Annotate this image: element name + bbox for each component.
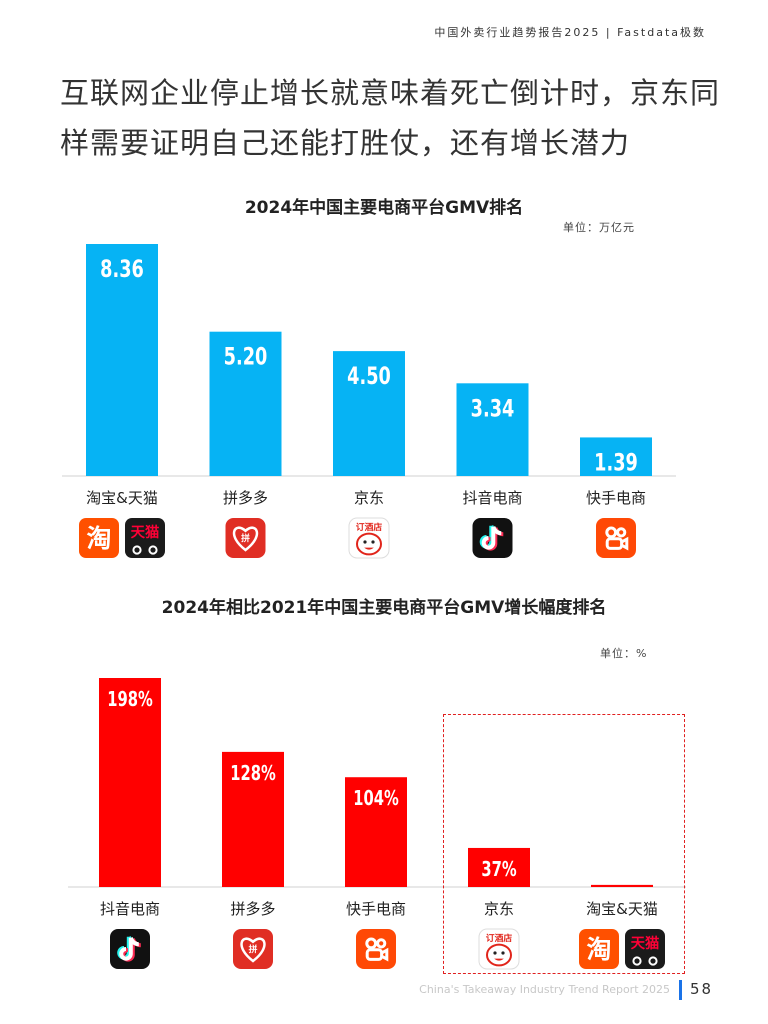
- category-label: 快手电商: [586, 489, 646, 507]
- category-label: 拼多多: [230, 900, 275, 918]
- pinduoduo-logo: 拼: [225, 518, 266, 558]
- bar-value-label: 198%: [107, 689, 153, 712]
- bar-value-label: 104%: [353, 788, 399, 811]
- bar: [99, 678, 161, 887]
- category-label: 拼多多: [223, 489, 268, 507]
- bar: [333, 351, 405, 476]
- bar: [86, 244, 158, 476]
- jd-logo: 订酒店: [348, 517, 390, 559]
- footer-report-name: China's Takeaway Industry Trend Report 2…: [419, 983, 670, 996]
- chart2-title: 2024年相比2021年中国主要电商平台GMV增长幅度排名: [161, 598, 607, 618]
- bar: [222, 751, 284, 887]
- svg-text:天猫: 天猫: [131, 523, 160, 541]
- chart2-unit: 单位：%: [600, 647, 648, 660]
- chart1-title: 2024年中国主要电商平台GMV排名: [244, 198, 524, 218]
- bar-value-label: 128%: [230, 762, 276, 785]
- category-label: 抖音电商: [100, 900, 160, 918]
- bar-value-label: 1.39: [594, 450, 638, 477]
- bar-value-label: 8.36: [100, 256, 144, 283]
- svg-text:拼: 拼: [241, 532, 250, 544]
- kuaishou-logo: [596, 518, 636, 558]
- highlight-box: [443, 714, 685, 974]
- category-label: 淘宝&天猫: [86, 489, 158, 507]
- douyin-logo: [110, 929, 150, 969]
- bar-value-label: 5.20: [224, 344, 268, 371]
- category-label: 京东: [354, 489, 384, 507]
- page-headline: 互联网企业停止增长就意味着死亡倒计时，京东同样需要证明自己还能打胜仗，还有增长潜…: [60, 76, 721, 160]
- bar-value-label: 3.34: [471, 396, 515, 423]
- bar: [580, 437, 652, 476]
- pinduoduo-logo: 拼: [233, 929, 273, 969]
- bar: [345, 777, 407, 887]
- bar-value-label: 4.50: [347, 363, 391, 390]
- douyin-logo: [472, 518, 513, 558]
- kuaishou-logo: [356, 929, 396, 969]
- bar: [456, 383, 529, 476]
- taobao-logo: 淘: [79, 518, 119, 558]
- svg-text:淘: 淘: [87, 524, 112, 553]
- svg-text:拼: 拼: [249, 943, 258, 955]
- report-brand: 中国外卖行业趋势报告2025 | Fastdata极数: [434, 26, 706, 39]
- chart1-unit: 单位：万亿元: [563, 221, 635, 234]
- category-label: 快手电商: [346, 900, 406, 918]
- bar: [209, 331, 282, 476]
- page-number: 58: [690, 980, 714, 998]
- footer-accent-bar: [679, 980, 682, 1000]
- tmall-logo: 天猫: [125, 518, 165, 558]
- category-label: 抖音电商: [462, 489, 522, 507]
- svg-text:订酒店: 订酒店: [356, 521, 383, 533]
